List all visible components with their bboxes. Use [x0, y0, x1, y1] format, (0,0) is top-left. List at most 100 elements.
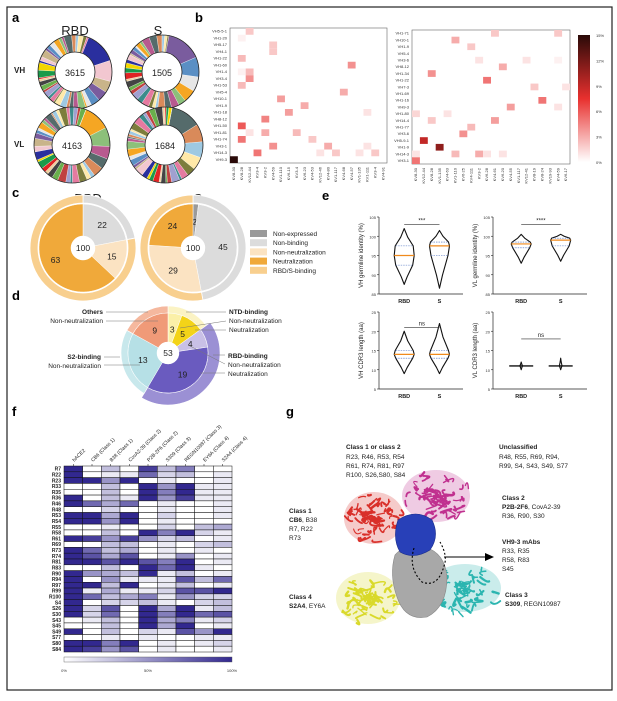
f-heatmap-cell — [176, 524, 195, 530]
e-tick-label: 10 — [486, 368, 491, 373]
f-heatmap-cell — [83, 513, 102, 519]
g-unclassified-line: R48, R55, R69, R94, — [499, 454, 560, 461]
d-label-others: Others — [82, 309, 103, 316]
b-row-label: VH1-81 — [213, 130, 227, 135]
f-heatmap-cell — [64, 507, 83, 513]
f-heatmap-cell — [101, 576, 120, 582]
g-class2-bold: P2B-2F6 — [502, 504, 528, 511]
f-heatmap-cell — [176, 588, 195, 594]
b-heatmap-cell — [340, 89, 348, 96]
f-heatmap-cell — [120, 582, 139, 588]
f-row-label: S84 — [52, 647, 61, 653]
b-col-label: KV1-110 — [453, 167, 458, 183]
e-x-label: RBD — [398, 299, 410, 305]
f-heatmap-cell — [64, 588, 83, 594]
b-row-label: VH9-3 — [398, 104, 410, 109]
f-heatmap-cell — [83, 495, 102, 501]
g-class2-line: R36, R90, S30 — [502, 513, 545, 520]
d-label-s2: S2-binding — [67, 354, 101, 361]
f-heatmap-cell — [83, 600, 102, 606]
a-row-label-vl: VL — [14, 140, 24, 149]
f-heatmap-cell — [139, 640, 158, 646]
b-heatmap-cell — [554, 30, 562, 37]
g-class3-title: Class 3 — [505, 592, 528, 599]
f-heatmap-cell — [101, 565, 120, 571]
svg-text:CB6, B38: CB6, B38 — [289, 517, 318, 524]
f-heatmap-cell — [195, 478, 214, 484]
e-tick-label: 15 — [486, 349, 491, 354]
d-label-rbd-nonneut: Non-neutralization — [228, 362, 281, 369]
c-slice-label: 15 — [107, 251, 117, 261]
f-heatmap-cell — [213, 530, 232, 536]
e-x-label: RBD — [515, 299, 527, 305]
f-heatmap-cell — [157, 542, 176, 548]
f-heatmap-cell — [157, 611, 176, 617]
f-heatmap-cell — [83, 576, 102, 582]
rbd-core-surface — [392, 546, 447, 618]
d-label-ntd-neut: Neutralization — [229, 327, 269, 334]
d-slice-label: 19 — [178, 370, 188, 380]
f-heatmap-cell — [157, 483, 176, 489]
f-heatmap-cell — [83, 501, 102, 507]
d-slice-label: 13 — [138, 355, 148, 365]
f-heatmap-cell — [213, 623, 232, 629]
f-heatmap-cell — [213, 536, 232, 542]
svg-text:P2B-2F6, CovA2-39: P2B-2F6, CovA2-39 — [502, 504, 561, 511]
c-legend-label: Neutralization — [273, 259, 313, 266]
b-col-label: KV6-23 — [302, 166, 307, 180]
f-heatmap-cell — [195, 536, 214, 542]
e-tick-label: 5 — [374, 387, 377, 392]
b-colorbar-tick: 12% — [596, 58, 604, 63]
d-label-rbd-neut: Neutralization — [228, 371, 268, 378]
f-heatmap-cell — [64, 524, 83, 530]
c-slice-label: 45 — [218, 242, 228, 252]
g-class12-line: R23, R46, R53, R54 — [346, 454, 405, 461]
b-row-label: VH14-3 — [395, 151, 409, 156]
b-row-label: VH8-12 — [395, 64, 409, 69]
f-heatmap-cell — [139, 606, 158, 612]
b-heatmap-cell — [483, 151, 491, 158]
f-heatmap-cell — [139, 483, 158, 489]
f-heatmap-cell — [195, 489, 214, 495]
f-heatmap-cell — [213, 635, 232, 641]
c-legend-label: Non-binding — [273, 240, 308, 247]
b-row-label: VH1-60 — [213, 62, 227, 67]
b-col-label: KV3-2 — [263, 166, 268, 178]
f-heatmap-cell — [176, 606, 195, 612]
f-heatmap-cell — [195, 623, 214, 629]
b-heatmap-cell — [499, 64, 507, 71]
e-y-label: VL CDR3 length (aa) — [473, 323, 479, 378]
g-class12-line: R100, S26,S80, S84 — [346, 472, 406, 479]
b-heatmap-cell — [246, 129, 254, 136]
f-heatmap-cell — [195, 530, 214, 536]
f-heatmap-cell — [176, 646, 195, 652]
e-y-label: VH germline identity (%) — [359, 223, 365, 288]
b-heatmap-cell — [459, 131, 467, 138]
f-heatmap-cell — [213, 606, 232, 612]
b-heatmap-cell — [246, 69, 254, 76]
panel-g: Class 1 or class 2 R23, R46, R53, R54 R6… — [289, 444, 568, 624]
f-heatmap-cell — [101, 635, 120, 641]
f-heatmap-cell — [101, 507, 120, 513]
g-label-vh93: VH9-3 mAbs R33, R35 R58, R83 S45 — [502, 539, 541, 573]
f-heatmap-cell — [157, 513, 176, 519]
f-heatmap-cell — [64, 571, 83, 577]
f-heatmap-cell — [83, 553, 102, 559]
f-heatmap-cell — [101, 571, 120, 577]
b-heatmap-cell — [285, 109, 293, 116]
f-heatmap-cell — [64, 553, 83, 559]
b-row-label: VH1-53 — [213, 83, 227, 88]
f-heatmap-cell — [157, 559, 176, 565]
f-heatmap-cell — [101, 588, 120, 594]
f-heatmap-cell — [176, 571, 195, 577]
d-label-s2-nonneut: Non-neutralization — [48, 363, 101, 370]
f-heatmap-cell — [176, 518, 195, 524]
class2-fab-strand — [432, 511, 436, 512]
f-heatmap-cell — [139, 571, 158, 577]
b-colorbar-tick: 15% — [596, 33, 604, 38]
f-heatmap-cell — [213, 478, 232, 484]
b-heatmap-cell — [412, 151, 420, 158]
f-heatmap-cell — [157, 478, 176, 484]
f-heatmap-cell — [139, 635, 158, 641]
